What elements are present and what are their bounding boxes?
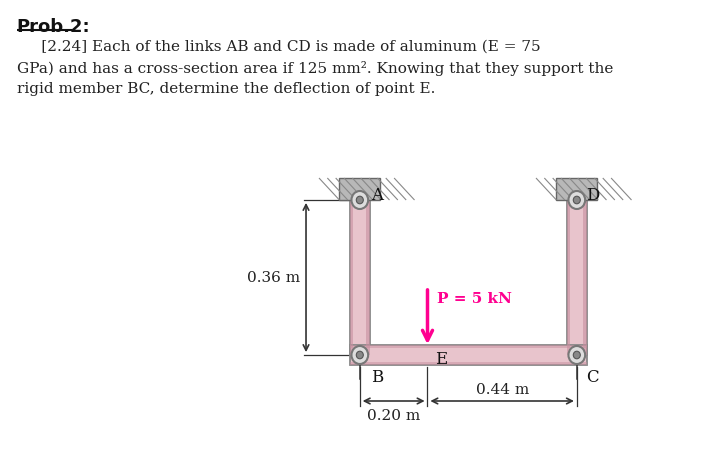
Circle shape — [573, 351, 580, 359]
Bar — [350, 345, 587, 348]
Text: 0.44 m: 0.44 m — [475, 383, 528, 397]
Circle shape — [569, 346, 585, 364]
Circle shape — [573, 196, 580, 204]
Bar — [366, 200, 370, 355]
Text: [2.24] Each of the links AB and CD is made of aluminum (E = 75
GPa) and has a cr: [2.24] Each of the links AB and CD is ma… — [17, 40, 613, 96]
Text: B: B — [371, 369, 383, 386]
Circle shape — [356, 351, 364, 359]
Bar — [350, 200, 370, 355]
Bar — [583, 200, 587, 355]
Circle shape — [356, 196, 364, 204]
Bar — [557, 178, 597, 200]
Text: 0.20 m: 0.20 m — [367, 409, 420, 423]
Bar — [339, 178, 380, 200]
Circle shape — [351, 346, 368, 364]
Bar — [350, 362, 587, 365]
Text: A: A — [371, 188, 383, 204]
Bar — [567, 200, 570, 355]
Text: C: C — [586, 369, 599, 386]
Text: 0.36 m: 0.36 m — [248, 271, 300, 284]
Text: Prob.2:: Prob.2: — [17, 18, 90, 36]
Text: E: E — [435, 351, 447, 368]
Bar — [350, 345, 587, 365]
Bar — [350, 200, 354, 355]
Text: D: D — [586, 188, 600, 204]
Bar — [567, 200, 587, 355]
Circle shape — [351, 191, 368, 209]
Circle shape — [569, 191, 585, 209]
Text: P = 5 kN: P = 5 kN — [437, 292, 512, 306]
